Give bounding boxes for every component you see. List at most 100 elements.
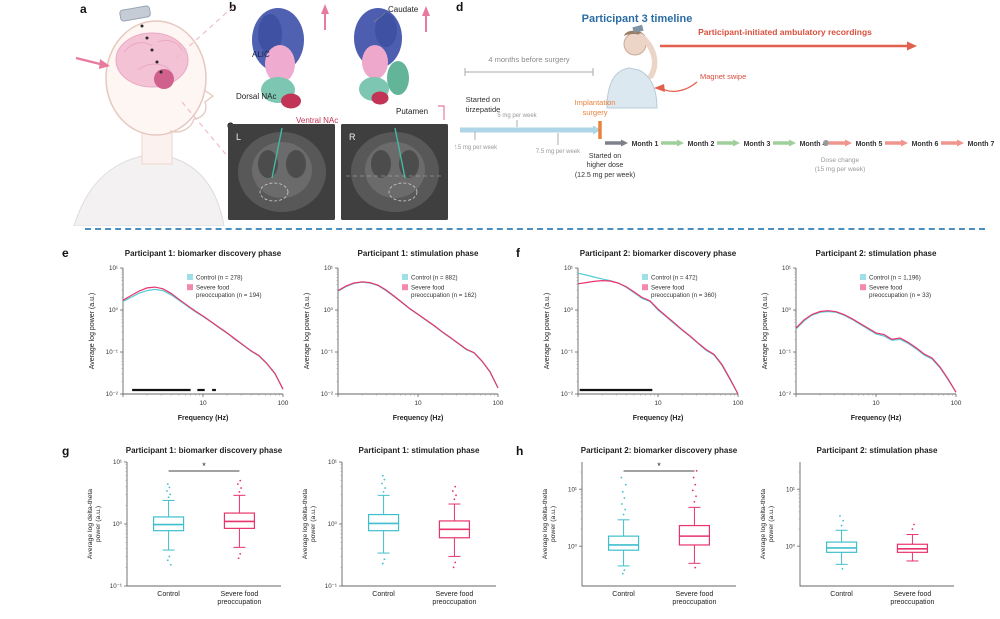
electrode-trajectory [271,127,283,179]
svg-text:Control: Control [372,591,395,598]
up-arrow-icon [422,6,430,32]
scale-bracket [438,105,445,120]
svg-text:Control (n = 278): Control (n = 278) [196,275,243,282]
svg-text:power (a.u.): power (a.u.) [550,506,557,542]
month-label: Month 6 [912,141,939,148]
dose-change-line1: Dose change [821,157,860,164]
svg-text:Average log power (a.u.): Average log power (a.u.) [762,293,769,370]
magnet-swipe-arrow [654,81,698,93]
up-arrow-icon [321,4,329,30]
svg-text:Participant 1: stimulation pha: Participant 1: stimulation phase [358,249,479,258]
target-circle [259,182,289,202]
psd-chart-p2-stimulation: Participant 2: stimulation phase 10⁻² 10⁻¹… [758,246,964,431]
month-arrows [605,139,964,147]
svg-text:preoccupation: preoccupation [432,599,476,606]
svg-text:100: 100 [951,400,962,407]
dose-5-label: 5 mg per week [497,113,537,119]
svg-text:10⁰: 10⁰ [113,521,123,528]
chart-svg-e2: Participant 1: stimulation phase 10⁻² 10⁻¹… [304,249,504,422]
panel-label-a: a [80,2,87,16]
svg-text:preoccupation (n = 360): preoccupation (n = 360) [651,292,717,299]
svg-text:Severe food: Severe food [196,285,230,292]
svg-text:10⁰: 10⁰ [564,307,574,314]
label-dorsal-nac: Dorsal NAc [236,92,276,101]
svg-text:Average log power (a.u.): Average log power (a.u.) [304,293,311,370]
svg-text:Average log power (a.u.): Average log power (a.u.) [89,293,96,370]
label-putamen: Putamen [396,107,428,116]
magnet-swipe-label: Magnet swipe [700,72,746,81]
svg-text:10¹: 10¹ [564,265,573,272]
head-illustration [73,5,235,226]
svg-text:Average log delta-theta: Average log delta-theta [302,489,309,559]
svg-text:10: 10 [654,400,662,407]
started-tirzepatide-line1: Started on [466,95,501,104]
svg-text:10⁰: 10⁰ [109,307,119,314]
box-chart-p2-stimulation: Participant 2: stimulation phase 10⁰ 10¹ Co… [758,444,964,619]
svg-text:10¹: 10¹ [568,486,577,493]
mri-right-label: R [349,132,356,142]
svg-text:Participant 2: biomarker disco: Participant 2: biomarker discovery phase [581,446,738,455]
svg-text:10⁻²: 10⁻² [561,391,573,398]
mri-left-label: L [236,132,241,142]
svg-text:10⁻²: 10⁻² [106,391,118,398]
caudate-pointer-line [373,12,386,23]
svg-text:Participant 1: biomarker disco: Participant 1: biomarker discovery phase [126,446,283,455]
svg-text:10¹: 10¹ [109,265,118,272]
magnet-device [632,24,644,34]
ambulatory-label: Participant-initiated ambulatory recordi… [698,27,872,37]
chart-svg-g1: Participant 1: biomarker discovery phase… [87,446,283,606]
svg-text:preoccupation (n = 162): preoccupation (n = 162) [411,292,477,299]
svg-text:10⁻²: 10⁻² [779,391,791,398]
svg-text:Average log delta-theta: Average log delta-theta [87,489,94,559]
box-chart-p1-stimulation: Participant 1: stimulation phase 10⁻¹ 10⁰ 1… [300,444,506,619]
svg-text:Severe food: Severe food [894,591,932,598]
dashed-callout-lines [175,5,235,165]
svg-text:10⁻¹: 10⁻¹ [561,349,573,356]
dose-2-5-label: 2.5 mg per week [455,145,498,151]
svg-text:10: 10 [414,400,422,407]
chart-svg-f2: Participant 2: stimulation phase 10⁻² 10⁻¹… [762,249,962,422]
svg-text:Average log delta-theta: Average log delta-theta [542,489,549,559]
panel-label-d: d [456,0,464,14]
svg-text:Control: Control [612,591,635,598]
chart-svg-e1: Participant 1: biomarker discovery phase… [89,249,289,422]
month-label: Month 4 [800,141,827,148]
higher-dose-line3: (12.5 mg per week) [575,172,635,179]
label-caudate: Caudate [388,5,419,14]
mri-right: R [341,124,448,220]
svg-text:10¹: 10¹ [786,486,795,493]
chart-svg-h2: Participant 2: stimulation phase 10⁰ 10¹ Co… [760,446,954,606]
svg-text:Severe food: Severe food [436,591,474,598]
svg-text:Severe food: Severe food [676,591,714,598]
started-tirzepatide-line2: tirzepatide [466,105,501,114]
svg-text:10⁻¹: 10⁻¹ [321,349,333,356]
chart-svg-h1: Participant 2: biomarker discovery phase… [542,446,738,606]
svg-text:Control (n = 1,196): Control (n = 1,196) [869,275,921,282]
implantation-label-line2: surgery [582,108,607,117]
implanted-device [119,5,151,22]
implantation-label-line1: Implantation [575,98,616,107]
mri-left: L [228,124,335,220]
svg-text:*: * [202,461,206,471]
electrode-trajectory [394,127,406,179]
psd-chart-p1-discovery: Participant 1: biomarker discovery phase… [85,246,291,431]
brain-structures-panel: Caudate ALIC Dorsal NAc Ventral NAc Puta… [236,4,445,125]
label-alic: ALIC [252,50,270,59]
svg-text:10¹: 10¹ [782,265,791,272]
svg-text:Average log power (a.u.): Average log power (a.u.) [544,293,551,370]
svg-text:10⁻¹: 10⁻¹ [325,583,337,590]
ambulatory-arrow [660,41,917,51]
svg-text:10⁰: 10⁰ [328,521,338,528]
timeline-title: Participant 3 timeline [582,13,693,25]
month-label: Month 3 [744,141,771,148]
svg-text:10: 10 [199,400,207,407]
svg-text:Participant 1: stimulation pha: Participant 1: stimulation phase [359,446,480,455]
svg-text:Severe food: Severe food [651,285,685,292]
brain-illustration [115,32,189,89]
svg-text:Severe food: Severe food [869,285,903,292]
pink-arrow-icon [75,56,110,69]
svg-text:10⁻¹: 10⁻¹ [779,349,791,356]
dose-change-dot [823,140,829,146]
svg-text:10⁰: 10⁰ [324,307,334,314]
